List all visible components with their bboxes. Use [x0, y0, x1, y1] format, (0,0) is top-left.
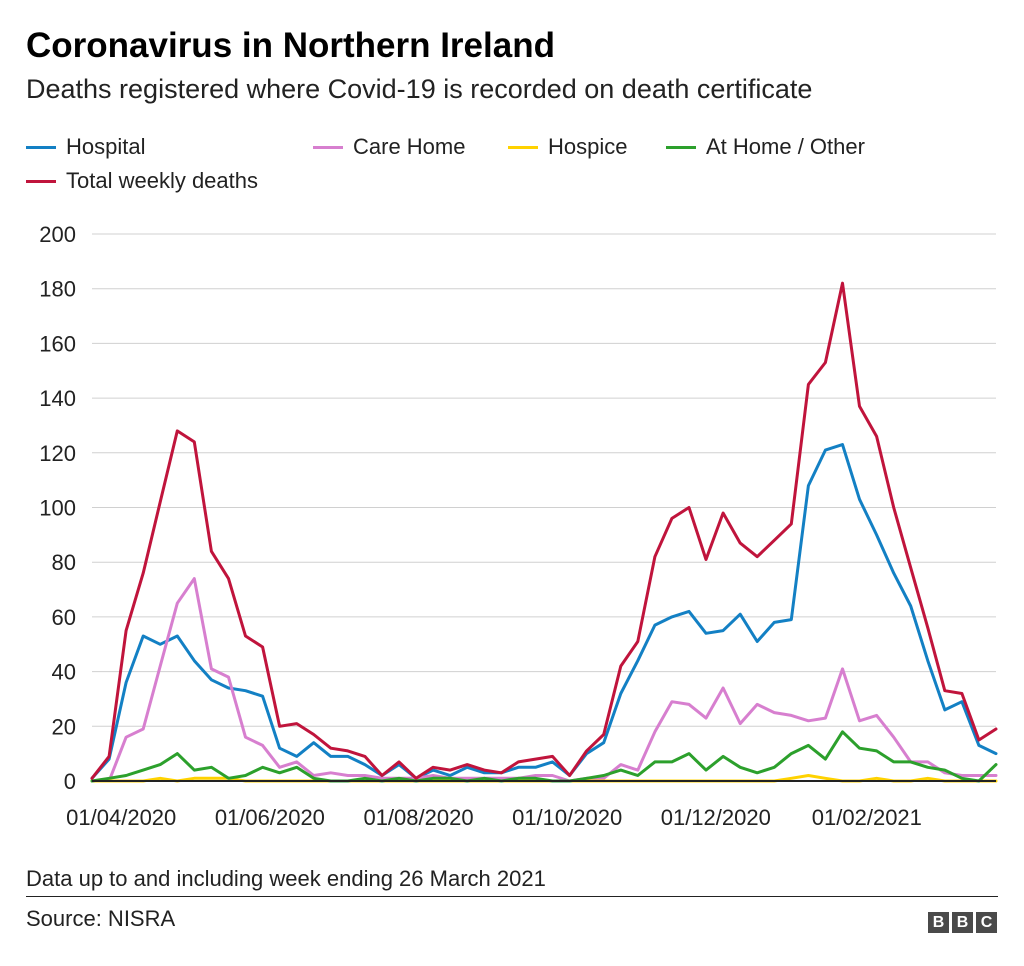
y-tick-label: 180 — [39, 277, 76, 302]
legend-label-at-home-other: At Home / Other — [706, 134, 865, 159]
y-tick-label: 100 — [39, 496, 76, 521]
x-tick-label: 01/08/2020 — [363, 805, 473, 830]
legend-swatch-hospital — [26, 145, 56, 149]
bbc-logo: B B C — [928, 912, 997, 933]
legend-item-hospice: Hospice — [508, 134, 627, 160]
source-note: Source: NISRA — [26, 906, 176, 931]
y-tick-label: 120 — [39, 441, 76, 466]
series-line-hospital — [90, 443, 998, 780]
chart-title: Coronavirus in Northern Ireland — [26, 26, 555, 65]
legend-label-hospice: Hospice — [548, 134, 628, 159]
series-line-total-weekly-deaths — [90, 281, 998, 780]
legend-swatch-care-home — [313, 145, 343, 149]
x-tick-label: 01/02/2021 — [812, 805, 922, 830]
series-line-at-home-other — [90, 730, 998, 783]
legend-label-hospital: Hospital — [66, 134, 146, 159]
logo-letter: B — [952, 912, 973, 933]
y-tick-label: 20 — [52, 714, 76, 739]
logo-letter: B — [928, 912, 949, 933]
chart-subtitle: Deaths registered where Covid-19 is reco… — [26, 74, 813, 104]
y-tick-label: 140 — [39, 386, 76, 411]
legend-item-care-home: Care Home — [313, 134, 465, 160]
x-tick-label: 01/04/2020 — [66, 805, 176, 830]
y-tick-label: 60 — [52, 605, 76, 630]
legend-label-care-home: Care Home — [353, 134, 466, 159]
y-tick-label: 80 — [52, 550, 76, 575]
legend-item-hospital: Hospital — [26, 134, 145, 160]
y-tick-label: 0 — [64, 769, 76, 794]
series-line-care-home — [90, 577, 998, 783]
y-tick-label: 160 — [39, 331, 76, 356]
legend-item-total-weekly-deaths: Total weekly deaths — [26, 168, 258, 194]
legend-label-total-weekly-deaths: Total weekly deaths — [66, 168, 258, 193]
logo-letter: C — [976, 912, 997, 933]
legend-swatch-at-home-other — [666, 145, 696, 149]
legend-swatch-total-weekly-deaths — [26, 179, 56, 183]
line-chart: 0 20 40 60 80 100 120 140 160 180 200 01/04/2020 01/… — [39, 222, 998, 830]
footnote: Data up to and including week ending 26 … — [26, 866, 546, 891]
legend-item-at-home-other: At Home / Other — [666, 134, 865, 160]
x-tick-label: 01/06/2020 — [215, 805, 325, 830]
y-tick-label: 40 — [52, 660, 76, 685]
legend-swatch-hospice — [508, 145, 538, 149]
legend: Hospital Care Home Hospice At Home / Oth… — [26, 134, 1006, 204]
x-tick-label: 01/10/2020 — [512, 805, 622, 830]
x-tick-label: 01/12/2020 — [661, 805, 771, 830]
y-tick-label: 200 — [39, 222, 76, 247]
footer-divider — [26, 896, 998, 897]
